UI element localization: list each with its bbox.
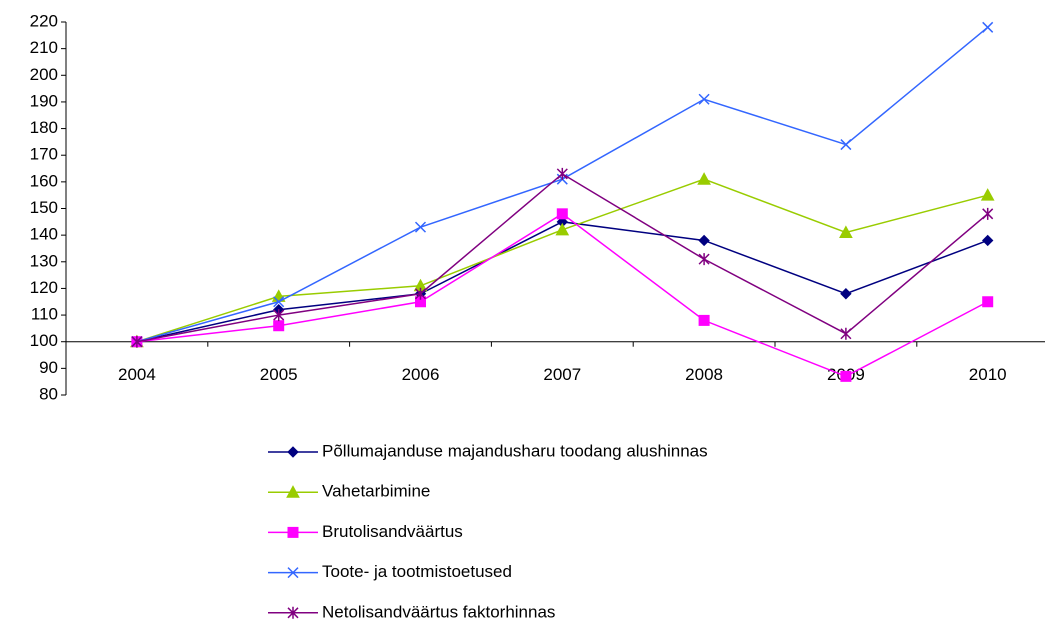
y-tick-label: 210: [30, 38, 58, 57]
y-tick-label: 80: [39, 384, 58, 403]
y-tick-label: 220: [30, 11, 58, 30]
data-point: [982, 207, 994, 220]
series-line: [136, 26, 989, 343]
x-tick-label: 2006: [402, 365, 440, 384]
x-tick-label: 2007: [543, 365, 581, 384]
series-line: [136, 221, 988, 343]
y-tick-label: 180: [30, 118, 58, 137]
legend-marker: [286, 485, 300, 498]
data-point: [839, 225, 853, 238]
data-point: [982, 21, 994, 33]
data-point: [840, 288, 852, 300]
y-tick-label: 170: [30, 145, 58, 164]
data-point: [273, 309, 285, 322]
data-point: [555, 222, 570, 236]
data-point: [840, 139, 852, 151]
y-tick-label: 90: [39, 358, 58, 377]
y-tick-label: 140: [30, 225, 58, 244]
legend-label: Netolisandväärtus faktorhinnas: [322, 602, 555, 621]
data-point: [981, 234, 994, 247]
data-point: [414, 221, 427, 233]
legend-marker: [287, 606, 299, 619]
data-point: [698, 314, 710, 326]
series-line: [136, 212, 989, 378]
y-tick-label: 190: [30, 91, 58, 110]
legend-marker: [287, 446, 299, 458]
data-point: [698, 253, 710, 266]
y-tick-label: 100: [30, 331, 58, 350]
y-tick-label: 120: [30, 278, 58, 297]
data-point: [556, 208, 568, 220]
y-tick-label: 110: [31, 305, 58, 324]
data-point: [840, 327, 852, 340]
legend-label: Toote- ja tootmistoetused: [322, 562, 512, 581]
data-point: [698, 234, 710, 247]
data-point: [697, 172, 711, 185]
data-point: [131, 335, 143, 348]
x-tick-label: 2010: [969, 365, 1007, 384]
series-line: [136, 172, 989, 343]
data-point: [414, 287, 427, 300]
data-point: [840, 370, 852, 382]
y-tick-label: 200: [30, 65, 58, 84]
data-point: [982, 296, 994, 308]
legend-label: Brutolisandväärtus: [322, 522, 463, 541]
legend-marker: [287, 526, 299, 538]
legend-label: Põllumajanduse majandusharu toodang alus…: [322, 441, 708, 460]
legend-marker: [287, 567, 299, 579]
y-tick-label: 150: [30, 198, 58, 217]
y-tick-label: 160: [30, 171, 58, 190]
data-point: [698, 93, 710, 105]
data-point: [556, 167, 568, 180]
x-tick-label: 2004: [118, 365, 156, 384]
data-point: [980, 188, 995, 201]
data-point: [273, 296, 285, 308]
x-tick-label: 2005: [260, 365, 298, 384]
x-tick-label: 2008: [685, 365, 723, 384]
data-point: [273, 320, 285, 332]
legend-label: Vahetarbimine: [322, 482, 430, 501]
y-tick-label: 130: [30, 251, 58, 270]
